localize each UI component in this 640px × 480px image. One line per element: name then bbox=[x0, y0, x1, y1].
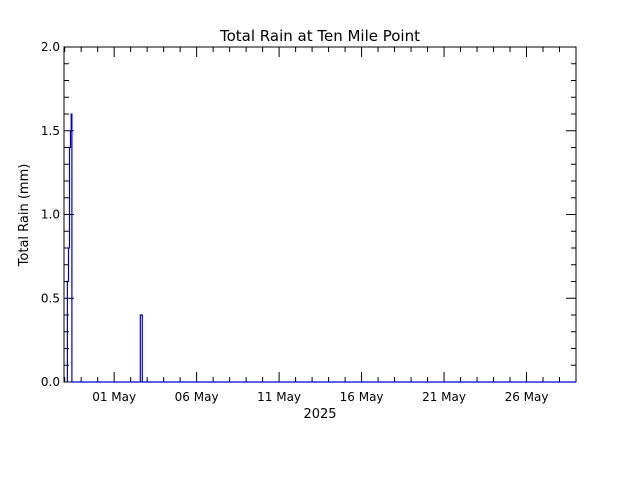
y-axis: 0.0 0.5 1.0 1.5 2.0 bbox=[41, 40, 576, 389]
y-tick-label: 2.0 bbox=[41, 40, 60, 54]
x-axis: 01 May 06 May 11 May 16 May 21 May 26 May bbox=[64, 47, 577, 404]
series-group bbox=[66, 113, 576, 383]
y-tick-label: 1.0 bbox=[41, 208, 60, 222]
x-tick-label: 06 May bbox=[175, 390, 219, 404]
y-tick-label: 0.0 bbox=[41, 375, 60, 389]
y-tick-label: 0.5 bbox=[41, 291, 60, 305]
x-tick-label: 16 May bbox=[340, 390, 384, 404]
x-tick-label: 21 May bbox=[422, 390, 466, 404]
x-tick-label: 11 May bbox=[257, 390, 301, 404]
y-axis-label: Total Rain (mm) bbox=[17, 164, 32, 268]
x-tick-label: 01 May bbox=[92, 390, 136, 404]
x-axis-label: 2025 bbox=[303, 407, 336, 422]
x-tick-label: 26 May bbox=[505, 390, 549, 404]
y-tick-label: 1.5 bbox=[41, 124, 60, 138]
chart-title: Total Rain at Ten Mile Point bbox=[219, 27, 420, 45]
rain-series-line bbox=[66, 113, 576, 383]
